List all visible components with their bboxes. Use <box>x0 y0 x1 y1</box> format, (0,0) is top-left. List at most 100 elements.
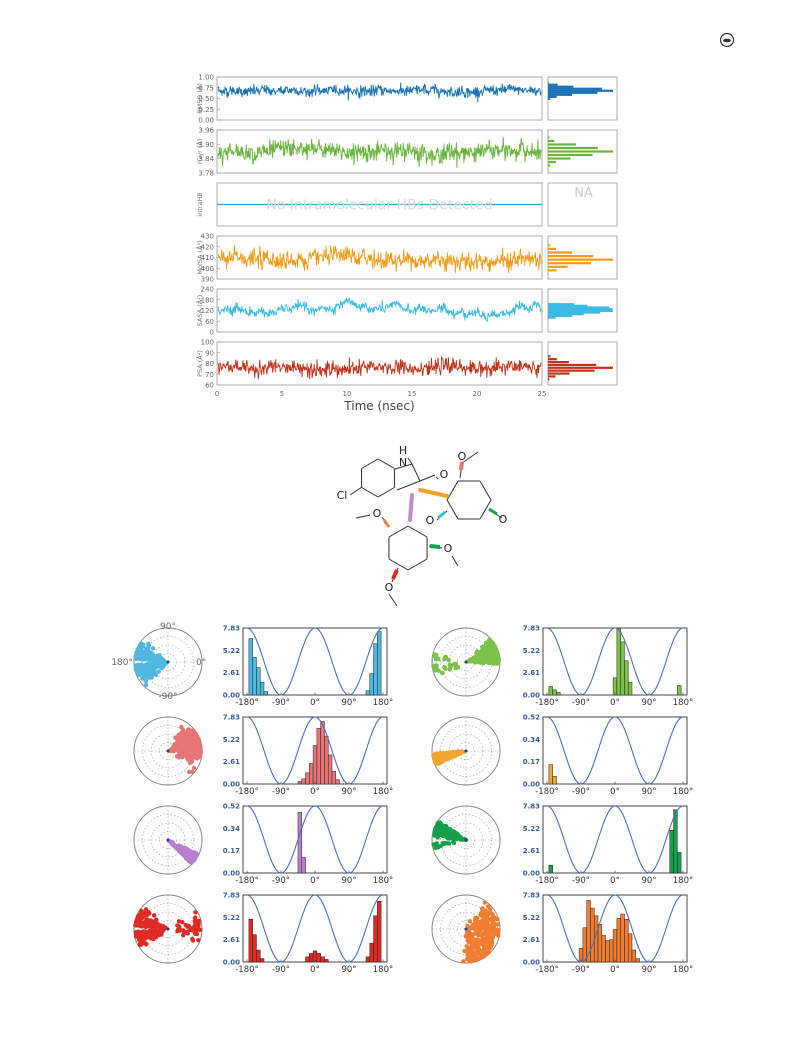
hist-bar <box>612 677 618 696</box>
hist-ytick: 0.00 <box>223 959 240 967</box>
polar-point <box>484 653 490 659</box>
hist-xtick: 90° <box>341 787 356 797</box>
polar-point <box>472 953 477 958</box>
ts-hist-bar <box>548 136 550 139</box>
polar-point <box>150 646 156 651</box>
atom-o-6: O <box>385 581 394 594</box>
bond <box>361 487 379 498</box>
no-hb-message: No Intramolecular HBs Detected <box>266 198 492 214</box>
hist-bar <box>327 754 333 785</box>
torsion-histogram: 7.83 5.22 2.61 0.00-180° -90° 0° 90° 180° <box>223 714 394 798</box>
corner-logo-icon <box>719 32 735 48</box>
hist-ytick: 0.00 <box>523 692 540 700</box>
bond <box>388 593 398 607</box>
torsion-histogram: 7.83 5.22 2.61 0.00-180° -90° 0° 90° 180° <box>223 625 394 709</box>
ts-ylabel: PSA (Å²) <box>195 350 204 377</box>
hist-bar <box>582 927 587 963</box>
polar-point <box>136 655 141 660</box>
hist-ytick: 2.61 <box>523 936 540 944</box>
polar-point <box>151 936 156 942</box>
polar-center <box>464 660 468 664</box>
ts-hist-frame <box>547 76 618 121</box>
hist-bar <box>248 918 253 963</box>
ts-hist-frame <box>547 182 618 227</box>
hist-xtick: -180° <box>235 965 259 975</box>
bond <box>396 480 421 491</box>
polar-label-bottom: -90° <box>158 692 177 702</box>
ts-ytick: 60 <box>205 318 214 326</box>
polar-point <box>138 668 144 673</box>
hist-bar <box>624 660 629 696</box>
polar-point <box>197 927 203 933</box>
hist-bar <box>369 942 374 963</box>
polar-point <box>192 855 198 861</box>
hist-bar <box>316 953 321 963</box>
ts-ylabel: SASA (Å²) <box>195 295 204 327</box>
hist-bar <box>252 934 257 963</box>
ts-ytick: 0.00 <box>198 117 214 125</box>
hist-ytick: 0.34 <box>223 825 240 833</box>
polar-point <box>480 914 485 919</box>
torsion-histogram: 0.52 0.34 0.17 0.00-180° -90° 0° 90° 180° <box>223 803 394 887</box>
polar-point <box>488 910 494 916</box>
ts-hist-bar <box>548 254 594 258</box>
polar-point <box>432 833 437 838</box>
bond <box>349 486 363 496</box>
ts-hist-bar <box>548 97 551 100</box>
hist-ytick: 0.17 <box>523 758 540 766</box>
ts-row-molsa: MolSA (Å²)430 420 410 400 390 <box>195 233 618 284</box>
hist-ytick: 7.83 <box>523 803 540 811</box>
polar-point <box>192 850 197 855</box>
polar-point <box>141 934 146 940</box>
torsion-panel-t6: 7.83 5.22 2.61 0.00-180° -90° 0° 90° 180° <box>431 803 693 886</box>
polar-point <box>495 922 500 927</box>
ts-hist-bar <box>548 91 598 94</box>
ts-hist-bar <box>548 244 551 247</box>
polar-point <box>156 669 161 674</box>
polar-point <box>437 755 442 761</box>
hist-ytick: 0.00 <box>523 959 540 967</box>
polar-ring <box>150 644 186 680</box>
ts-frame <box>216 288 543 333</box>
energy-curve <box>246 627 384 696</box>
hist-xtick: -180° <box>535 876 559 886</box>
bond <box>419 474 436 482</box>
polar-point <box>143 682 149 688</box>
polar-label-top: 90° <box>160 622 176 632</box>
polar-point <box>190 769 195 775</box>
ts-hist-bar <box>548 81 549 84</box>
polar-point <box>170 840 176 846</box>
ts-ytick: 3.90 <box>198 141 214 149</box>
hist-bar <box>316 728 321 785</box>
hist-ytick: 5.22 <box>523 647 540 655</box>
hist-bar <box>331 770 337 785</box>
hist-xtick: 180° <box>673 965 693 975</box>
hist-frame <box>542 805 688 874</box>
ts-hist-bar <box>548 153 593 157</box>
polar-point <box>482 900 488 905</box>
polar-point <box>485 904 491 909</box>
polar-point <box>433 652 439 657</box>
polar-point <box>444 834 449 839</box>
hist-xtick: 90° <box>341 876 356 886</box>
hist-xtick: 0° <box>310 876 320 886</box>
polar-point <box>151 913 157 918</box>
polar-point <box>438 760 444 765</box>
polar-point <box>196 937 201 943</box>
bond <box>377 487 395 498</box>
hist-ytick: 5.22 <box>523 825 540 833</box>
hist-bar <box>548 865 553 874</box>
polar-point <box>180 919 185 925</box>
torsion-bond-red <box>391 569 399 580</box>
ts-ylabel: MolSA (Å²) <box>195 240 204 274</box>
ts-xtick: 25 <box>538 390 547 398</box>
polar-label-right: 0° <box>196 658 206 668</box>
polar-point <box>436 668 441 673</box>
hist-bar <box>673 809 678 874</box>
energy-curve <box>246 716 384 785</box>
hist-ytick: 2.61 <box>223 758 240 766</box>
polar-point <box>450 835 455 840</box>
polar-point <box>145 675 150 680</box>
